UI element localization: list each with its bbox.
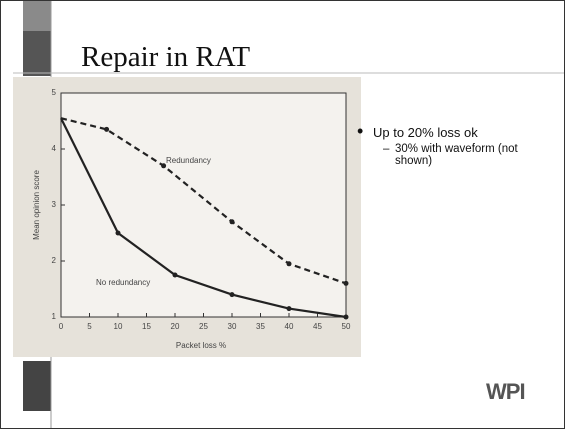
x-tick-label: 40: [285, 322, 294, 331]
y-tick-label: 3: [52, 200, 57, 209]
y-tick-label: 2: [52, 256, 57, 265]
point: [287, 306, 292, 311]
x-tick-label: 5: [87, 322, 92, 331]
x-tick-label: 45: [313, 322, 322, 331]
point: [230, 219, 235, 224]
x-tick-label: 20: [171, 322, 180, 331]
point: [116, 231, 121, 236]
x-tick-label: 10: [114, 322, 123, 331]
y-tick-label: 1: [52, 312, 57, 321]
x-tick-label: 25: [199, 322, 208, 331]
decor: [23, 1, 51, 31]
point: [344, 315, 349, 320]
x-tick-label: 50: [342, 322, 351, 331]
series-label: Redundancy: [166, 156, 211, 165]
series-label: No redundancy: [96, 278, 150, 287]
bullets: Up to 20% loss ok 30% with waveform (not…: [369, 125, 554, 167]
point: [173, 273, 178, 278]
point: [287, 261, 292, 266]
slide: Packet loss % Mean opinion score 1234505…: [0, 0, 565, 429]
y-axis-label: Mean opinion score: [32, 170, 41, 240]
point: [104, 127, 109, 132]
x-tick-label: 30: [228, 322, 237, 331]
x-tick-label: 0: [59, 322, 64, 331]
x-tick-label: 35: [256, 322, 265, 331]
decor: [23, 361, 51, 411]
sub-bullet: 30% with waveform (not shown): [383, 143, 554, 167]
slide-title: Repair in RAT: [81, 41, 250, 74]
logo: WPI: [486, 379, 525, 405]
y-tick-label: 5: [52, 88, 57, 97]
y-tick-label: 4: [52, 144, 57, 153]
x-tick-label: 15: [142, 322, 151, 331]
x-axis-label: Packet loss %: [176, 341, 226, 350]
point: [230, 292, 235, 297]
point: [344, 281, 349, 286]
decor: [23, 31, 51, 76]
bullet: Up to 20% loss ok: [369, 125, 554, 140]
